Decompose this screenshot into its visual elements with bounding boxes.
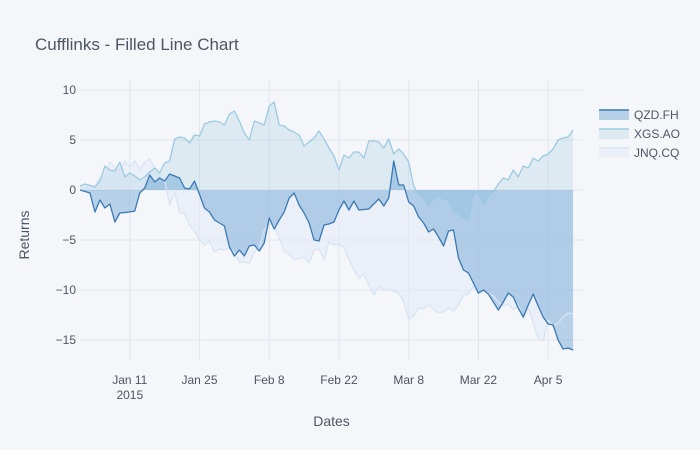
- x-tick-year-label: 2015: [116, 388, 143, 402]
- x-tick-label: Mar 22: [460, 373, 498, 387]
- y-tick-label: 0: [69, 183, 76, 197]
- legend-item[interactable]: XGS.AO: [599, 127, 680, 141]
- y-tick-label: −5: [62, 233, 76, 247]
- x-tick-label: Mar 8: [393, 373, 424, 387]
- legend-swatch: [599, 110, 629, 120]
- y-tick-label: −10: [56, 283, 77, 297]
- y-tick-label: 5: [69, 133, 76, 147]
- area-fills: [80, 102, 574, 350]
- chart-title: Cufflinks - Filled Line Chart: [35, 35, 239, 54]
- legend-item[interactable]: QZD.FH: [599, 108, 679, 122]
- series-area-XGS.AO: [80, 102, 574, 220]
- series-area-QZD.FH: [80, 161, 574, 350]
- x-tick-label: Feb 22: [320, 373, 358, 387]
- x-tick-label: Apr 5: [534, 373, 563, 387]
- series-line-QZD.FH: [80, 160, 574, 351]
- legend-label: JNQ.CQ: [634, 146, 679, 160]
- legend-label: XGS.AO: [634, 127, 680, 141]
- series-lines: [80, 101, 574, 351]
- legend-swatch: [599, 148, 629, 158]
- legend-label: QZD.FH: [634, 108, 679, 122]
- x-tick-label: Jan 11: [112, 373, 147, 387]
- legend-swatch: [599, 129, 629, 139]
- y-tick-label: 10: [63, 83, 77, 97]
- y-axis-title: Returns: [16, 210, 32, 259]
- legend-item[interactable]: JNQ.CQ: [599, 146, 679, 160]
- x-tick-label: Feb 8: [254, 373, 285, 387]
- x-tick-label: Jan 25: [182, 373, 218, 387]
- x-axis-title: Dates: [313, 413, 350, 429]
- series-line-XGS.AO: [80, 101, 574, 221]
- legend: QZD.FH XGS.AO JNQ.CQ: [599, 108, 680, 160]
- y-tick-label: −15: [56, 333, 77, 347]
- y-axis-ticks: 10 5 0 −5 −10 −15: [56, 83, 77, 347]
- series-line-JNQ.CQ: [80, 158, 574, 342]
